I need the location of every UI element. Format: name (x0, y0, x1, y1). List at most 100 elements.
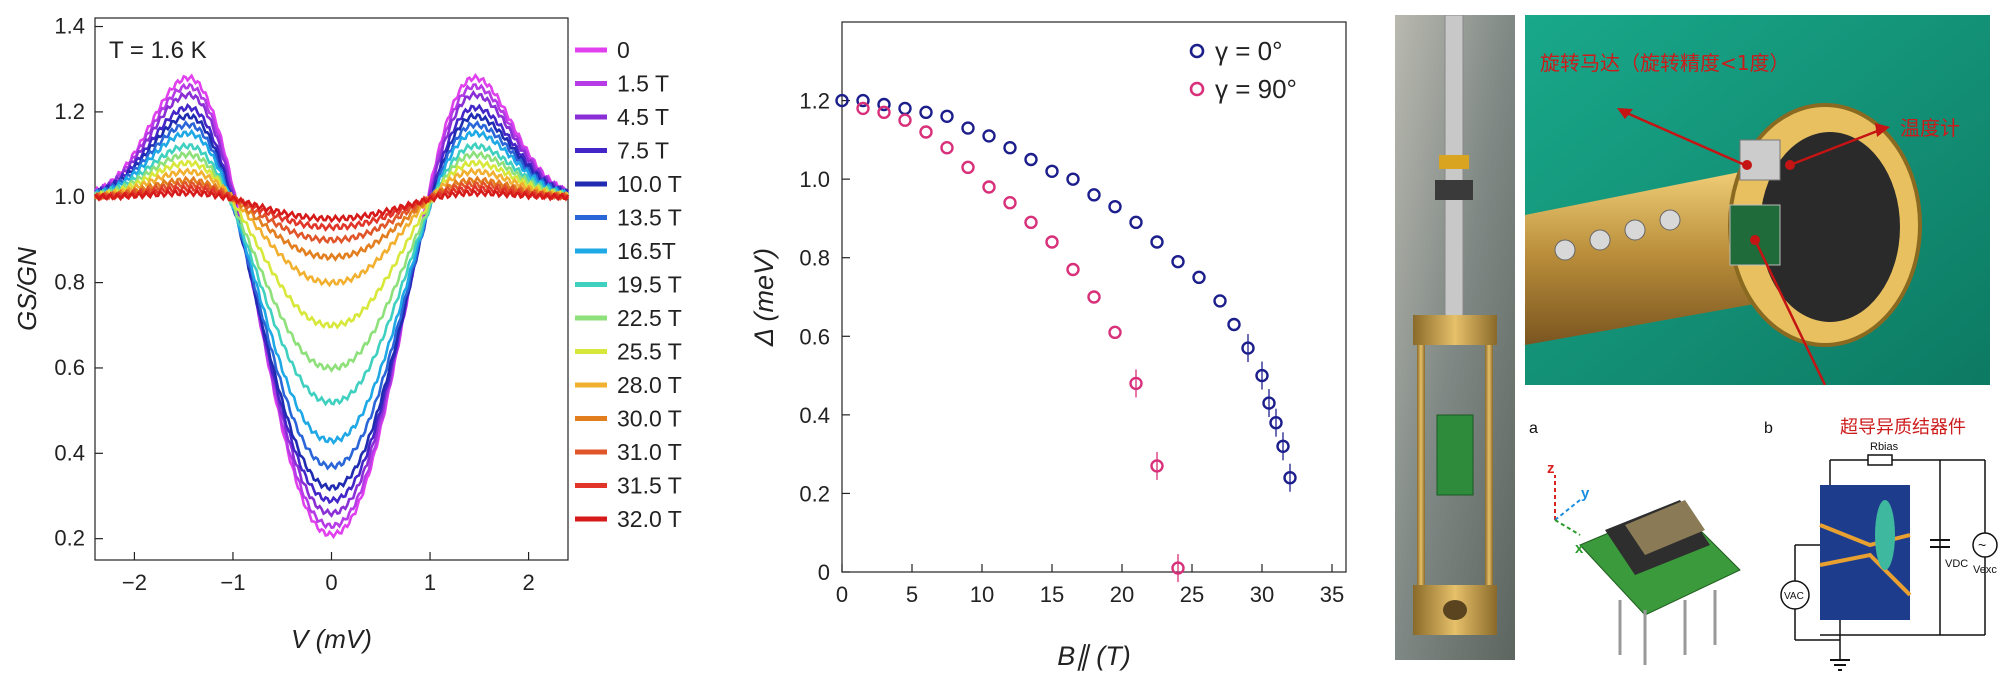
point-1-3 (919, 125, 933, 139)
axis-z-label: z (1547, 460, 1555, 477)
v-ac-label: VAC (1784, 591, 1804, 602)
legend-label-14: 32.0 T (617, 506, 682, 532)
point-1-9 (1045, 235, 1059, 249)
plot-frame (94, 17, 569, 561)
curve-2 (93, 89, 569, 518)
point-1-14 (1150, 459, 1164, 473)
curve-1 (94, 82, 570, 530)
point-0-12 (1087, 188, 1101, 202)
motor-arrow (1619, 108, 1746, 167)
y-tick-label: 0.8 (799, 246, 830, 271)
point-0-9 (1024, 152, 1038, 167)
point-0-23 (1269, 416, 1283, 430)
point-1-4 (940, 141, 954, 155)
point-0-17 (1192, 270, 1206, 285)
panel-a-letter: a (1529, 420, 1538, 437)
point-0-5 (940, 109, 954, 123)
point-0-21 (1255, 368, 1269, 383)
sample-holder-figure: a z y x (1525, 395, 1755, 675)
y-tick-label: 1.2 (799, 89, 830, 114)
thermometer-label: 温度计 (1900, 116, 1960, 140)
rotator-photo-svg: 旋转马达（旋转精度<1度） 温度计 (1525, 15, 1990, 386)
curve-5 (93, 120, 570, 471)
curve-14 (93, 188, 570, 224)
y-axis-label: GS/GN (12, 247, 42, 331)
legend-label-0: γ = 0° (1215, 36, 1283, 66)
x-axis-label: V (mV) (291, 624, 372, 654)
v-exc-label: Vexc (1973, 564, 1997, 576)
point-1-6 (982, 180, 996, 194)
y-tick-label: 1.0 (799, 167, 830, 192)
point-0-25 (1283, 471, 1297, 485)
point-0-16 (1171, 254, 1185, 269)
curve-10 (94, 166, 570, 288)
gap-vs-field-chart: 0 5 10 15 20 25 30 35 0 0.2 0.4 0.6 0.8 1.0 1.2 B∥ (T) Δ… (715, 0, 1355, 681)
legend-label-10: 28.0 T (617, 372, 682, 398)
x-tick-label: 10 (970, 582, 994, 607)
curve-0 (93, 72, 569, 540)
motor-label: 旋转马达（旋转精度<1度） (1540, 51, 1789, 75)
thermometer-arrow (1789, 128, 1881, 167)
x-tick-label: 30 (1250, 582, 1274, 607)
point-1-7 (1003, 196, 1017, 210)
curve-12 (93, 180, 569, 245)
x-tick-label: 35 (1320, 582, 1344, 607)
legend-label-5: 13.5 T (617, 205, 682, 231)
curve-8 (93, 149, 570, 373)
point-0-22 (1262, 396, 1276, 410)
v-dc-label: VDC (1945, 558, 1968, 570)
x-tick-label: 1 (424, 570, 436, 595)
point-1-13 (1129, 376, 1143, 391)
point-0-8 (1003, 141, 1017, 155)
point-1-2 (898, 113, 912, 127)
x-tick-label: 20 (1110, 582, 1134, 607)
legend-marker-0 (1189, 43, 1205, 59)
point-1-10 (1066, 262, 1080, 277)
y-tick-label: 1.0 (54, 184, 85, 209)
point-0-7 (982, 129, 996, 143)
probe-photo (1395, 14, 1515, 660)
legend-label-8: 22.5 T (617, 305, 682, 331)
conductance-chart: −2 −1 0 1 2 0.2 0.4 0.6 0.8 1.0 1.2 1.4 V (mV) GS/GN T… (0, 0, 715, 681)
y-tick-label: 0.6 (54, 355, 85, 380)
legend-label-9: 25.5 T (617, 339, 682, 365)
axis-x-label: x (1575, 540, 1584, 557)
point-0-4 (919, 105, 933, 120)
gap-chart-svg: 0 5 10 15 20 25 30 35 0 0.2 0.4 0.6 0.8 1.0 1.2 B∥ (T) Δ… (749, 21, 1347, 671)
rotator-photo: 旋转马达（旋转精度<1度） 温度计 (1525, 15, 1990, 386)
panel-b-letter: b (1764, 420, 1773, 437)
point-0-6 (961, 121, 975, 135)
point-0-0 (835, 93, 849, 108)
point-0-14 (1129, 215, 1143, 230)
point-1-1 (877, 105, 891, 120)
point-0-13 (1108, 199, 1122, 214)
point-1-5 (961, 160, 975, 175)
curve-9 (93, 158, 569, 330)
point-0-2 (877, 97, 891, 112)
legend-label-4: 10.0 T (617, 171, 682, 197)
point-0-10 (1045, 164, 1059, 178)
x-tick-label: 15 (1040, 582, 1064, 607)
x-tick-label: −1 (220, 570, 245, 595)
y-tick-label: 0.6 (799, 324, 830, 349)
y-tick-label: 0.2 (799, 481, 830, 506)
plot-frame (841, 21, 1347, 573)
point-0-19 (1227, 317, 1241, 332)
legend-label-13: 31.5 T (617, 473, 682, 499)
x-tick-label: −2 (122, 570, 147, 595)
legend-marker-1 (1189, 81, 1205, 97)
y-tick-label: 0 (818, 560, 830, 585)
legend-label-1: γ = 90° (1215, 74, 1297, 104)
x-tick-label: 0 (325, 570, 337, 595)
x-tick-label: 2 (522, 570, 534, 595)
temperature-annotation: T = 1.6 K (109, 37, 207, 64)
curve-3 (94, 103, 569, 505)
curve-6 (93, 128, 569, 445)
legend-label-11: 30.0 T (617, 406, 682, 432)
legend-label-6: 16.5T (617, 238, 676, 264)
svg-text:~: ~ (1978, 537, 1986, 553)
device-arrow (1753, 239, 1827, 386)
legend-label-1: 1.5 T (617, 71, 669, 97)
y-axis-label: Δ (meV) (749, 248, 779, 347)
x-tick-label: 0 (836, 582, 848, 607)
